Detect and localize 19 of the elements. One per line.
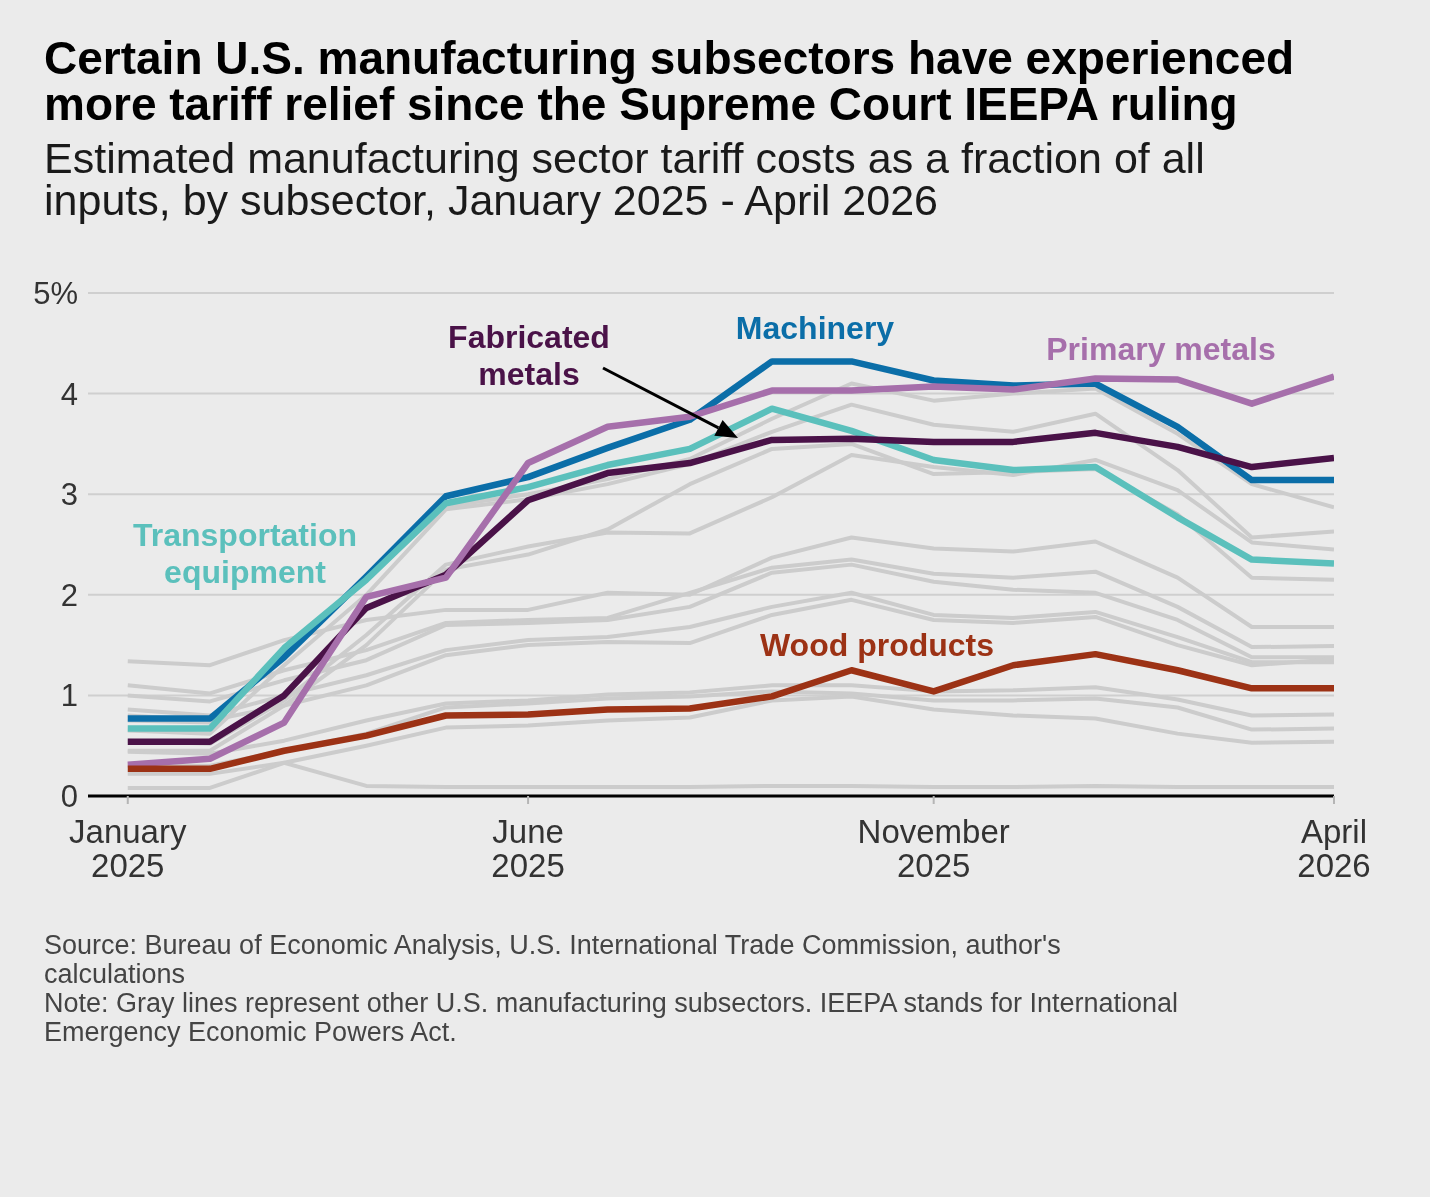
y-tick-label: 4 — [60, 376, 78, 412]
y-tick-label: 1 — [60, 678, 78, 714]
text: Note: Gray lines represent other U.S. manufacturing subsectors. IEEPA stands for International Emergency Economic Powers Act. — [44, 988, 1180, 1047]
x-tick-label: January 2025 — [69, 813, 187, 884]
source-note: Source: Bureau of Economic Analysis, U.S. International Trade Commission, author's calculations — [44, 930, 1062, 989]
y-tick-label: 0 — [60, 779, 78, 814]
x-tick-label: June 2025 — [491, 813, 565, 884]
y-tick-label: 3 — [60, 477, 78, 513]
chart-title: Certain U.S. manufacturing subsectors have experienced more tariff relief since the Supreme Court IEEPA ruling — [44, 32, 1296, 130]
x-tick-label: April 2026 — [1297, 813, 1371, 884]
series-label: Primary metals — [1046, 331, 1276, 367]
y-tick-label: 2 — [60, 577, 78, 613]
series-label: Wood products — [759, 627, 995, 663]
x-tick-label: November 2025 — [857, 813, 1010, 884]
series-label: Transportation equipment — [132, 517, 358, 590]
y-tick-label: 5% — [33, 276, 78, 311]
series-label: Machinery — [735, 310, 895, 346]
text: Fabricated metals — [448, 319, 610, 392]
chart-subtitle: Estimated manufacturing sector tariff costs as a fraction of all inputs, by subsector, January 2025 - April 2026 — [44, 134, 1206, 224]
